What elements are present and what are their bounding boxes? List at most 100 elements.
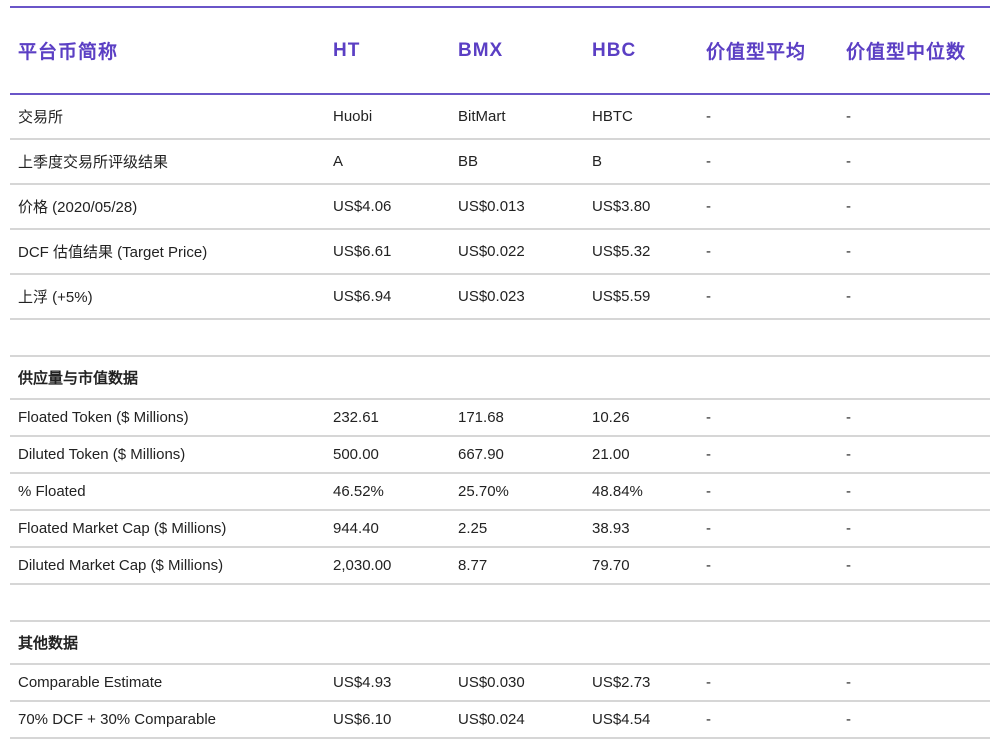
table-cell: 232.61 bbox=[325, 399, 450, 437]
table-row: 上季度交易所评级结果 A BB B - - bbox=[10, 139, 990, 185]
table-cell: US$3.80 bbox=[584, 184, 698, 230]
table-row: 上浮 (+5%) US$6.94 US$0.023 US$5.59- - bbox=[10, 274, 990, 320]
table-cell: BitMart bbox=[450, 94, 584, 140]
table-cell: 38.93 bbox=[584, 510, 698, 548]
table-cell: US$4.06 bbox=[325, 184, 450, 230]
table-cell: - bbox=[838, 184, 990, 230]
spacer-row bbox=[10, 319, 990, 357]
table-cell: - bbox=[838, 664, 990, 702]
row-label: 上浮 (+5%) bbox=[10, 274, 325, 320]
table-cell: - bbox=[698, 139, 838, 185]
table-cell: - bbox=[838, 547, 990, 585]
table-cell: US$4.93 bbox=[325, 664, 450, 702]
table-row: Diluted Market Cap ($ Millions) 2,030.00 8… bbox=[10, 547, 990, 585]
table-cell: US$0.024 bbox=[450, 701, 584, 739]
row-label: 上季度交易所评级结果 bbox=[10, 139, 325, 185]
table-row: 价格 (2020/05/28) US$4.06 US$0.013 US$3.80- - bbox=[10, 184, 990, 230]
row-label: Comparable Estimate bbox=[10, 664, 325, 702]
table-cell: US$0.022 bbox=[450, 229, 584, 275]
table-cell: 25.70% bbox=[450, 473, 584, 511]
table-cell: 21.00 bbox=[584, 436, 698, 474]
row-label: Diluted Token ($ Millions) bbox=[10, 436, 325, 474]
table-cell: - bbox=[698, 94, 838, 140]
column-header: 价值型中位数 bbox=[838, 8, 990, 95]
spacer bbox=[10, 319, 990, 357]
table-row: DCF 估值结果 (Target Price) US$6.61 US$0.022 US… bbox=[10, 229, 990, 275]
row-label: DCF 估值结果 (Target Price) bbox=[10, 229, 325, 275]
table-cell: BB bbox=[450, 139, 584, 185]
section-title: 其他数据 bbox=[10, 621, 990, 665]
row-label: Diluted Market Cap ($ Millions) bbox=[10, 547, 325, 585]
column-header: BMX bbox=[450, 8, 584, 95]
table-cell: - bbox=[838, 510, 990, 548]
table-cell: A bbox=[325, 139, 450, 185]
row-label: 价格 (2020/05/28) bbox=[10, 184, 325, 230]
table-cell: 171.68 bbox=[450, 399, 584, 437]
table-cell: - bbox=[698, 229, 838, 275]
table-cell: 46.52% bbox=[325, 473, 450, 511]
section-header-row: 其他数据 bbox=[10, 621, 990, 665]
row-label: Floated Market Cap ($ Millions) bbox=[10, 510, 325, 548]
table-cell: 944.40 bbox=[325, 510, 450, 548]
spacer bbox=[10, 584, 990, 622]
section-title: 供应量与市值数据 bbox=[10, 356, 990, 400]
table-cell: US$0.023 bbox=[450, 274, 584, 320]
table-cell: US$2.73 bbox=[584, 664, 698, 702]
table-cell: - bbox=[698, 473, 838, 511]
table-cell: - bbox=[698, 184, 838, 230]
table-cell: - bbox=[838, 701, 990, 739]
table-cell: Huobi bbox=[325, 94, 450, 140]
table-cell: - bbox=[698, 510, 838, 548]
table-cell: - bbox=[838, 436, 990, 474]
table-cell: 500.00 bbox=[325, 436, 450, 474]
table-cell: US$0.013 bbox=[450, 184, 584, 230]
table-row: Diluted Token ($ Millions) 500.00 667.90 21… bbox=[10, 436, 990, 474]
row-label: Floated Token ($ Millions) bbox=[10, 399, 325, 437]
table-row: 交易所 Huobi BitMart HBTC - - bbox=[10, 94, 990, 140]
row-label: 交易所 bbox=[10, 94, 325, 140]
table-cell: - bbox=[838, 274, 990, 320]
table-row: Floated Market Cap ($ Millions) 944.40 2.2… bbox=[10, 510, 990, 548]
section-header-row: 供应量与市值数据 bbox=[10, 356, 990, 400]
table-row: Comparable Estimate US$4.93 US$0.030 US$2.7… bbox=[10, 664, 990, 702]
table-cell: - bbox=[838, 229, 990, 275]
column-header: HT bbox=[325, 8, 450, 95]
table-cell: US$6.10 bbox=[325, 701, 450, 739]
column-header: HBC bbox=[584, 8, 698, 95]
table-cell: US$5.32 bbox=[584, 229, 698, 275]
table-row: % Floated 46.52% 25.70% 48.84% - - bbox=[10, 473, 990, 511]
table-cell: 2.25 bbox=[450, 510, 584, 548]
table-cell: 667.90 bbox=[450, 436, 584, 474]
valuation-table: 平台币简称 HT BMX HBC 价值型平均 价值型中位数 交易所 Huobi BitMart… bbox=[10, 8, 990, 739]
table-cell: 10.26 bbox=[584, 399, 698, 437]
table-cell: - bbox=[838, 473, 990, 511]
table-cell: 79.70 bbox=[584, 547, 698, 585]
table-cell: - bbox=[698, 547, 838, 585]
table-cell: - bbox=[838, 94, 990, 140]
table-row: Floated Token ($ Millions) 232.61 171.68 10… bbox=[10, 399, 990, 437]
table-cell: B bbox=[584, 139, 698, 185]
table-cell: US$6.94 bbox=[325, 274, 450, 320]
table-cell: HBTC bbox=[584, 94, 698, 140]
table-cell: 48.84% bbox=[584, 473, 698, 511]
table-cell: 2,030.00 bbox=[325, 547, 450, 585]
row-label: % Floated bbox=[10, 473, 325, 511]
table-cell: - bbox=[698, 274, 838, 320]
table-cell: US$5.59 bbox=[584, 274, 698, 320]
table-cell: - bbox=[698, 399, 838, 437]
table-cell: - bbox=[698, 436, 838, 474]
row-label: 70% DCF + 30% Comparable bbox=[10, 701, 325, 739]
table-cell: US$6.61 bbox=[325, 229, 450, 275]
column-header: 平台币简称 bbox=[10, 8, 325, 95]
table-cell: 8.77 bbox=[450, 547, 584, 585]
header-row: 平台币简称 HT BMX HBC 价值型平均 价值型中位数 bbox=[10, 8, 990, 95]
table-cell: - bbox=[838, 399, 990, 437]
top-rule bbox=[10, 6, 990, 8]
table-cell: - bbox=[838, 139, 990, 185]
table-cell: - bbox=[698, 664, 838, 702]
table-cell: US$4.54 bbox=[584, 701, 698, 739]
spacer-row bbox=[10, 584, 990, 622]
table-cell: US$0.030 bbox=[450, 664, 584, 702]
table-cell: - bbox=[698, 701, 838, 739]
column-header: 价值型平均 bbox=[698, 8, 838, 95]
